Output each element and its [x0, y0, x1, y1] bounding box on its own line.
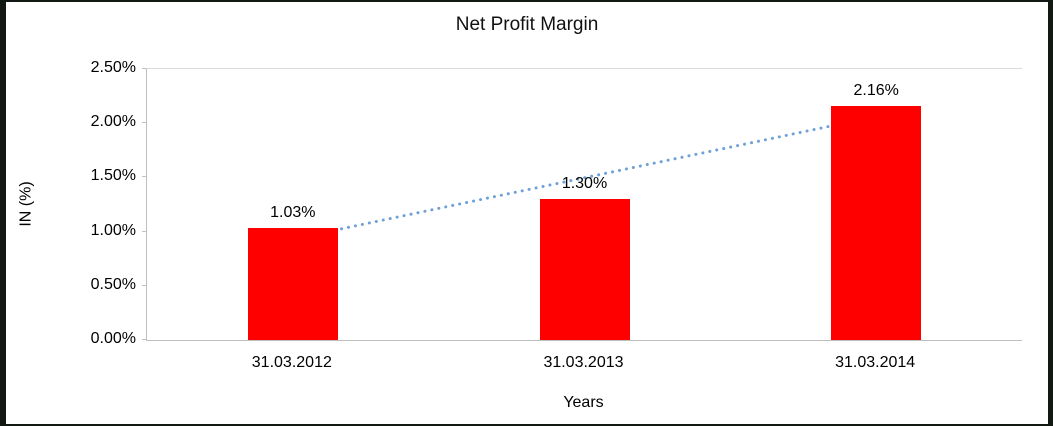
x-category-label: 31.03.2014	[835, 354, 916, 371]
bar	[247, 228, 338, 340]
y-tick-label: 2.00%	[90, 113, 136, 131]
y-tick-mark	[142, 230, 146, 232]
y-tick-mark	[142, 176, 146, 178]
bar	[539, 199, 630, 340]
y-tick-label: 1.50%	[90, 167, 136, 185]
y-tick-label: 2.50%	[90, 59, 136, 76]
y-tick-label: 0.50%	[90, 275, 136, 293]
chart-title: Net Profit Margin	[455, 14, 599, 35]
y-tick-mark	[142, 339, 146, 340]
y-tick-label: 0.00%	[90, 330, 136, 347]
x-category-labels: 31.03.2012 31.03.2013 31.03.2014	[146, 354, 1021, 376]
y-tick-mark	[142, 122, 146, 124]
x-category-label: 31.03.2012	[251, 354, 332, 371]
x-axis-title: Years	[563, 394, 604, 411]
bar-value-label: 1.03%	[270, 204, 316, 222]
y-tick-mark	[142, 284, 146, 286]
plot-area: 1.03% 1.30% 2.16%	[146, 68, 1022, 341]
bar	[831, 105, 922, 340]
y-axis-labels: 0.00% 0.50% 1.00% 1.50% 2.00% 2.50%	[6, 59, 136, 347]
y-tick-mark	[142, 68, 146, 69]
y-tick-label: 1.00%	[90, 221, 136, 239]
bar-value-label: 1.30%	[561, 175, 608, 193]
x-category-label: 31.03.2013	[543, 354, 624, 371]
bar-value-label: 2.16%	[853, 81, 899, 99]
